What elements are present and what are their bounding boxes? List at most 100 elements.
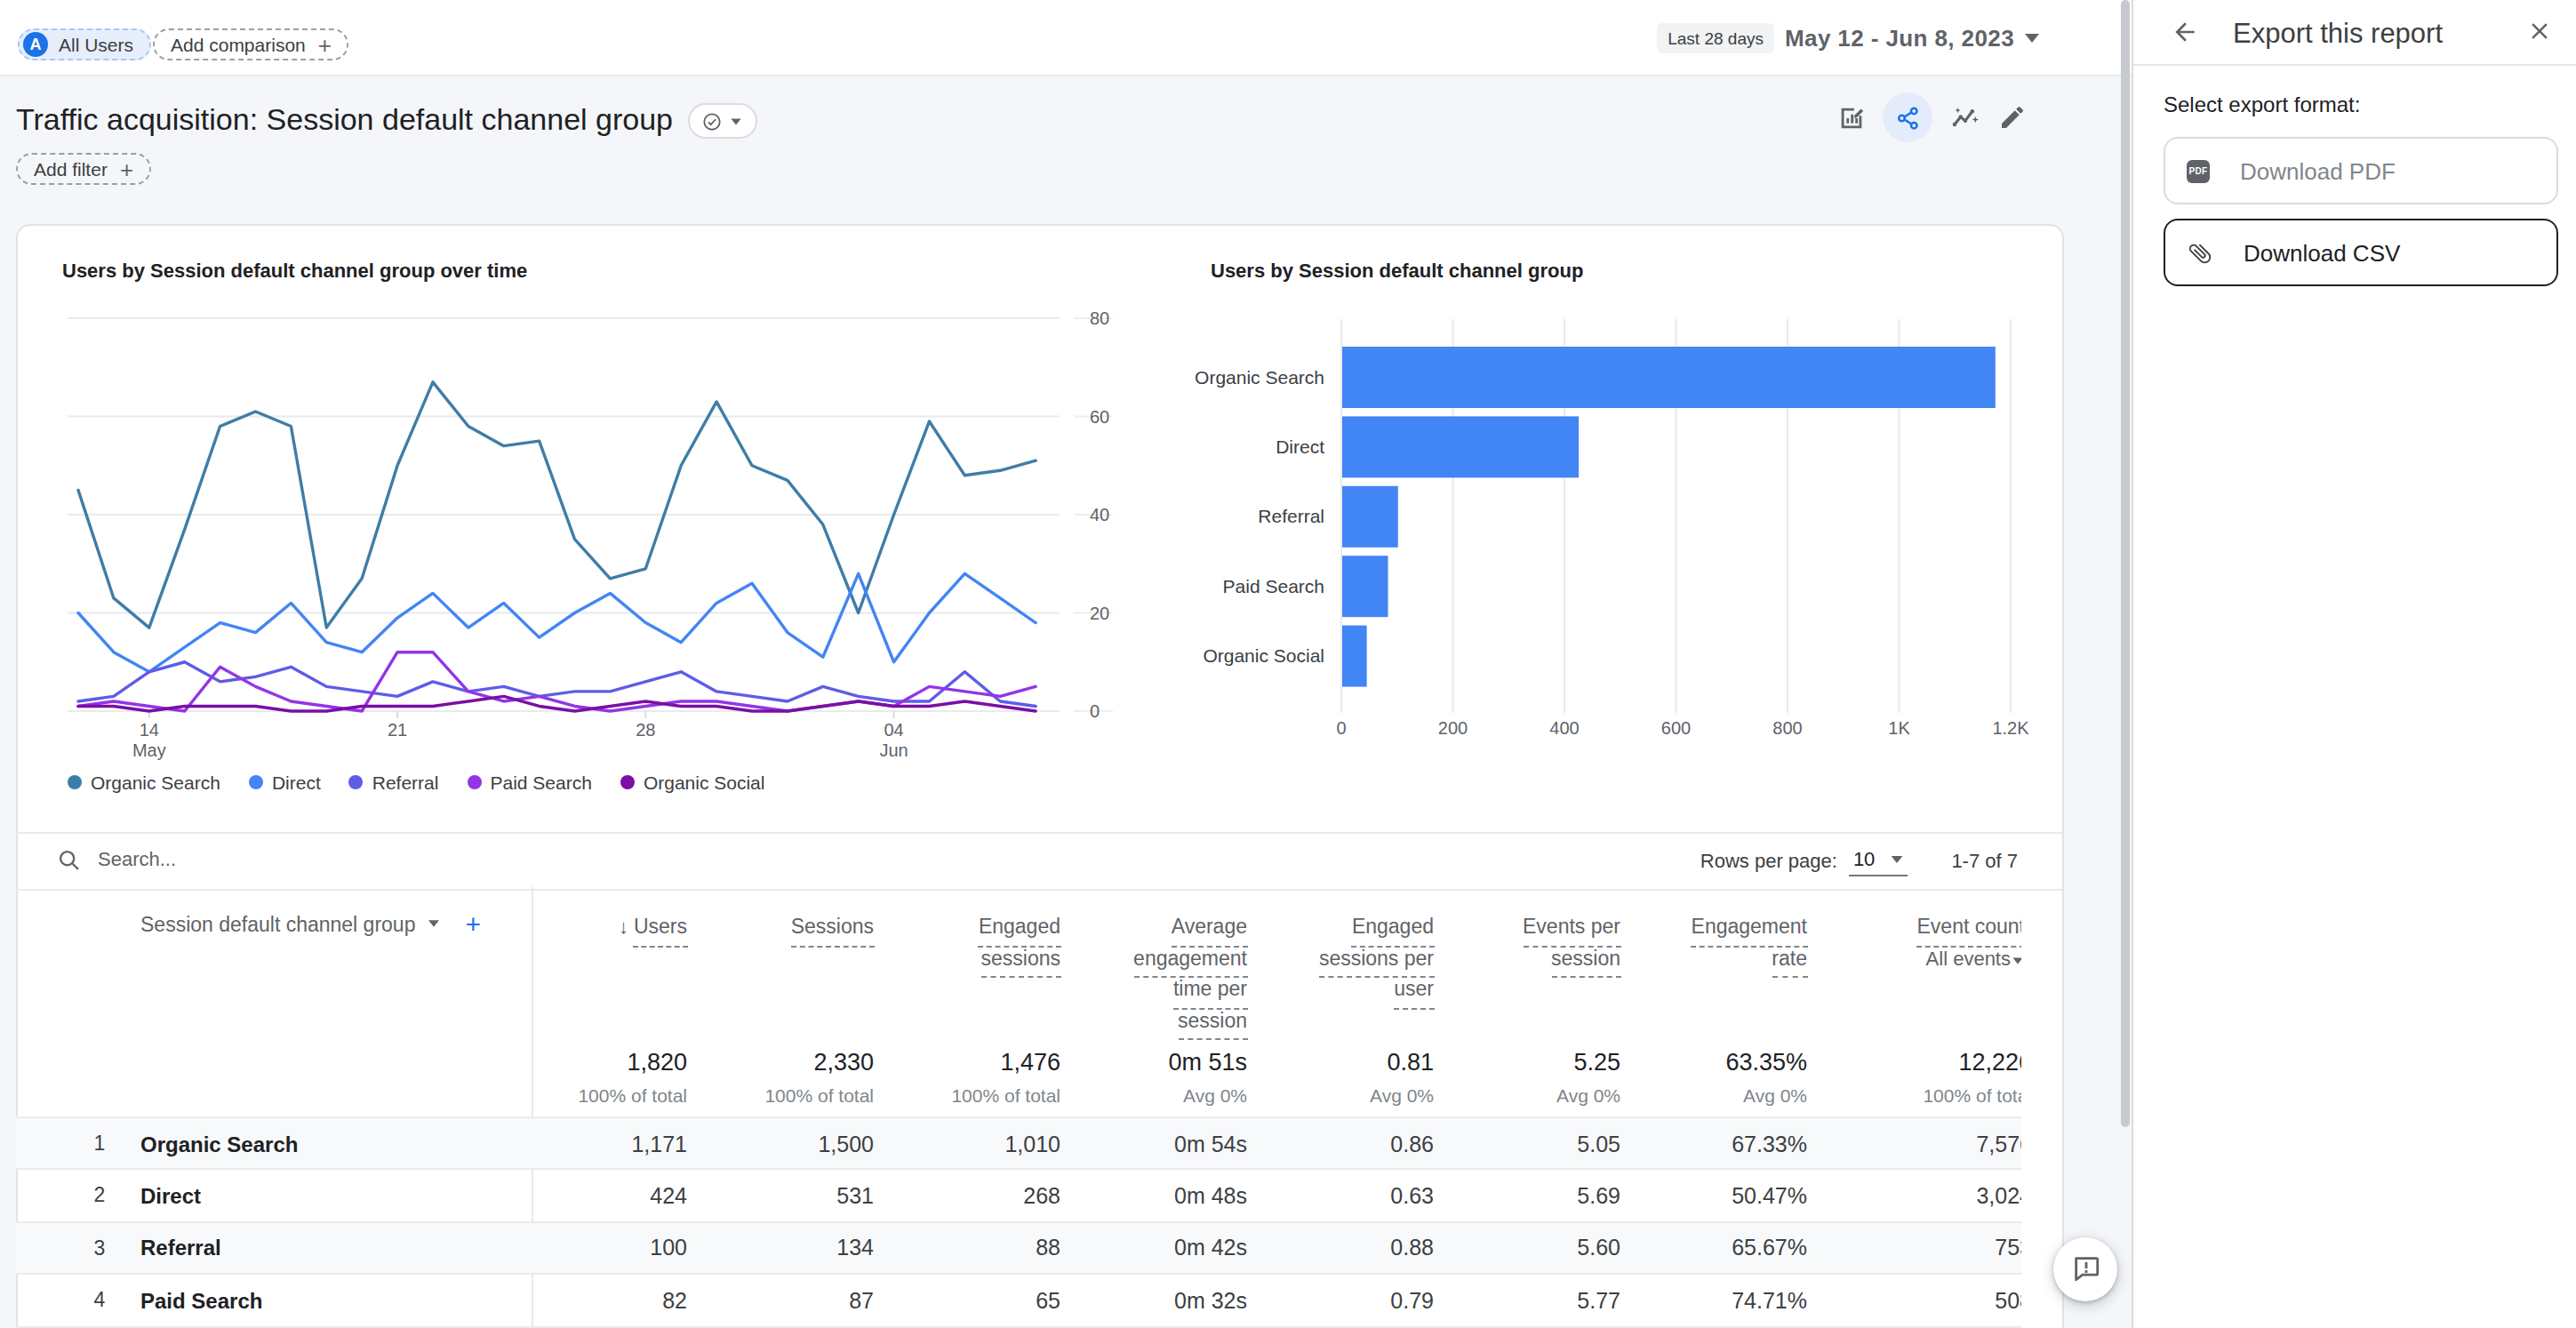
chevron-down-icon xyxy=(2025,34,2039,43)
totals-value: 12,226 xyxy=(1958,1049,2021,1076)
totals-value: 1,820 xyxy=(627,1049,687,1076)
feedback-icon xyxy=(2070,1253,2100,1284)
arrow-back-icon xyxy=(2171,18,2199,46)
table-row[interactable]: 3Referral100134880m 42s0.885.6065.67%753 xyxy=(16,1221,2021,1274)
dimension-header[interactable]: Session default channel group + xyxy=(140,908,481,939)
date-range-selector[interactable]: Last 28 days May 12 - Jun 8, 2023 xyxy=(1657,0,2039,76)
insights-icon xyxy=(1949,102,1980,132)
table-cell: 5.77 xyxy=(1577,1288,1620,1313)
svg-text:80: 80 xyxy=(1090,308,1109,328)
totals-value: 5.25 xyxy=(1573,1049,1620,1076)
edit-report-button[interactable] xyxy=(1996,101,2028,133)
download-csv-label: Download CSV xyxy=(2244,239,2400,266)
check-circle-icon xyxy=(701,111,721,131)
insights-button[interactable] xyxy=(1948,101,1980,133)
column-header[interactable]: Sessions xyxy=(660,908,874,940)
customize-report-button[interactable] xyxy=(1835,101,1867,133)
svg-text:28: 28 xyxy=(636,720,655,740)
attachment-icon xyxy=(2181,234,2219,271)
legend-item: Referral xyxy=(349,772,439,793)
table-cell: 424 xyxy=(650,1184,687,1209)
totals-subtext: 100% of total xyxy=(951,1084,1060,1106)
search-icon xyxy=(57,848,82,880)
pagination-status: 1-7 of 7 xyxy=(1951,850,2018,871)
download-csv-button[interactable]: Download CSV xyxy=(2164,219,2558,286)
export-panel-title: Export this report xyxy=(2233,18,2443,50)
table-cell: 1,010 xyxy=(1004,1132,1060,1156)
column-header[interactable]: Engagedsessions xyxy=(847,908,1060,971)
table-cell: 0m 32s xyxy=(1174,1288,1247,1313)
rows-per-page-select[interactable]: 10 xyxy=(1850,844,1908,876)
table-cell: 65.67% xyxy=(1732,1236,1807,1261)
add-filter-button[interactable]: Add filter + xyxy=(16,153,151,185)
avatar: A xyxy=(23,32,48,57)
all-users-chip[interactable]: A All Users xyxy=(18,28,151,60)
svg-text:14: 14 xyxy=(140,720,159,740)
totals-subtext: 100% of total xyxy=(578,1084,687,1106)
svg-text:May: May xyxy=(132,740,166,760)
channel-name: Direct xyxy=(140,1184,201,1209)
svg-text:Direct: Direct xyxy=(1276,436,1324,457)
svg-text:1.2K: 1.2K xyxy=(1992,718,2029,738)
channel-name: Referral xyxy=(140,1236,221,1261)
close-icon xyxy=(2526,18,2553,44)
column-header[interactable]: Engagedsessions peruser xyxy=(1220,908,1434,1002)
table-cell: 1,171 xyxy=(631,1132,687,1156)
column-header[interactable]: Averageengagementtime persession xyxy=(1034,908,1247,1033)
totals-subtext: 100% of total xyxy=(1923,1084,2021,1106)
table-cell: 0m 42s xyxy=(1174,1236,1247,1261)
back-button[interactable] xyxy=(2171,18,2199,53)
totals-value: 2,330 xyxy=(813,1049,874,1076)
download-pdf-label: Download PDF xyxy=(2240,157,2396,184)
totals-value: 1,476 xyxy=(1000,1049,1060,1076)
share-icon xyxy=(1894,104,1921,131)
column-header[interactable]: Event countAll events xyxy=(1812,908,2021,971)
svg-text:600: 600 xyxy=(1661,718,1691,738)
totals-subtext: Avg 0% xyxy=(1743,1084,1807,1106)
rows-per-page-label: Rows per page: xyxy=(1700,850,1837,871)
table-cell: 531 xyxy=(836,1184,874,1209)
feedback-button[interactable] xyxy=(2053,1236,2117,1300)
scrollbar-thumb[interactable] xyxy=(2121,0,2130,1127)
table-cell: 0.86 xyxy=(1390,1132,1434,1156)
table-cell: 508 xyxy=(1995,1288,2021,1313)
table-cell: 82 xyxy=(662,1288,687,1313)
row-number: 4 xyxy=(87,1289,112,1310)
main-report-area: A All Users Add comparison + Last 28 day… xyxy=(0,0,2132,1328)
download-pdf-button[interactable]: PDF Download PDF xyxy=(2164,137,2558,204)
table-cell: 3,024 xyxy=(1976,1184,2021,1209)
channel-name: Organic Search xyxy=(140,1132,298,1156)
chevron-down-icon xyxy=(428,920,438,927)
close-button[interactable] xyxy=(2526,18,2553,52)
table-row[interactable]: 4Paid Search8287650m 32s0.795.7774.71%50… xyxy=(16,1273,2021,1325)
page-title: Traffic acquisition: Session default cha… xyxy=(16,103,673,139)
pdf-icon: PDF xyxy=(2187,159,2210,182)
legend-item: Direct xyxy=(249,772,321,793)
column-header[interactable]: ↓Users xyxy=(474,908,687,940)
table-cell: 0m 54s xyxy=(1174,1132,1247,1156)
table-cell: 753 xyxy=(1995,1236,2021,1261)
customize-report-icon xyxy=(1836,102,1866,132)
share-report-button[interactable] xyxy=(1883,92,1932,142)
table-cell: 67.33% xyxy=(1732,1132,1807,1156)
row-number: 2 xyxy=(87,1185,112,1206)
table-cell: 50.47% xyxy=(1732,1184,1807,1209)
column-header[interactable]: Engagementrate xyxy=(1594,908,1807,971)
select-format-label: Select export format: xyxy=(2164,92,2360,117)
table-row[interactable]: 2Direct4245312680m 48s0.635.6950.47%3,02… xyxy=(16,1169,2021,1221)
totals-value: 63.35% xyxy=(1725,1049,1807,1076)
add-comparison-button[interactable]: Add comparison + xyxy=(153,28,349,60)
table-cell: 134 xyxy=(836,1236,874,1261)
table-cell: 5.69 xyxy=(1577,1184,1620,1209)
svg-text:Organic Social: Organic Social xyxy=(1203,645,1324,666)
date-preset-chip: Last 28 days xyxy=(1657,23,1774,53)
svg-text:Jun: Jun xyxy=(879,740,908,760)
table-row[interactable]: 1Organic Search1,1711,5001,0100m 54s0.86… xyxy=(16,1116,2021,1169)
svg-text:0: 0 xyxy=(1336,718,1346,738)
search-input[interactable]: Search... xyxy=(98,848,176,869)
report-validity-badge[interactable] xyxy=(687,103,756,139)
svg-text:200: 200 xyxy=(1438,718,1468,738)
svg-text:0: 0 xyxy=(1090,701,1100,721)
column-header[interactable]: Events persession xyxy=(1407,908,1620,971)
plus-icon: + xyxy=(318,33,332,56)
